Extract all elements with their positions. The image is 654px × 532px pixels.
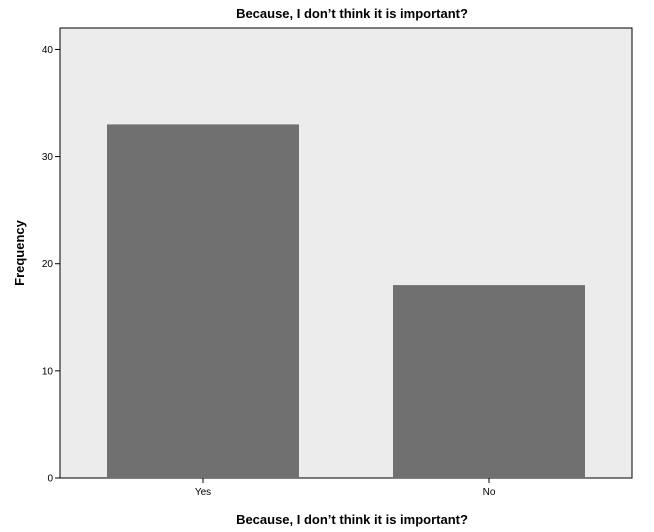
x-axis: Yes No <box>195 478 496 498</box>
bar-yes <box>107 124 299 479</box>
bar-no <box>393 285 585 478</box>
y-tick-label: 20 <box>42 259 54 270</box>
x-tick-label-no: No <box>483 487 496 498</box>
bars-group <box>107 124 585 479</box>
y-tick-label: 30 <box>42 152 54 163</box>
y-axis-title: Frequency <box>12 219 27 286</box>
chart-title: Because, I don’t think it is important? <box>236 6 468 21</box>
y-tick-label: 40 <box>42 45 54 56</box>
x-axis-title: Because, I don’t think it is important? <box>236 512 468 527</box>
y-tick-label: 10 <box>42 366 54 377</box>
x-tick-label-yes: Yes <box>195 487 211 498</box>
y-axis: 0 10 20 30 40 <box>42 45 60 485</box>
y-tick-label: 0 <box>47 474 53 485</box>
